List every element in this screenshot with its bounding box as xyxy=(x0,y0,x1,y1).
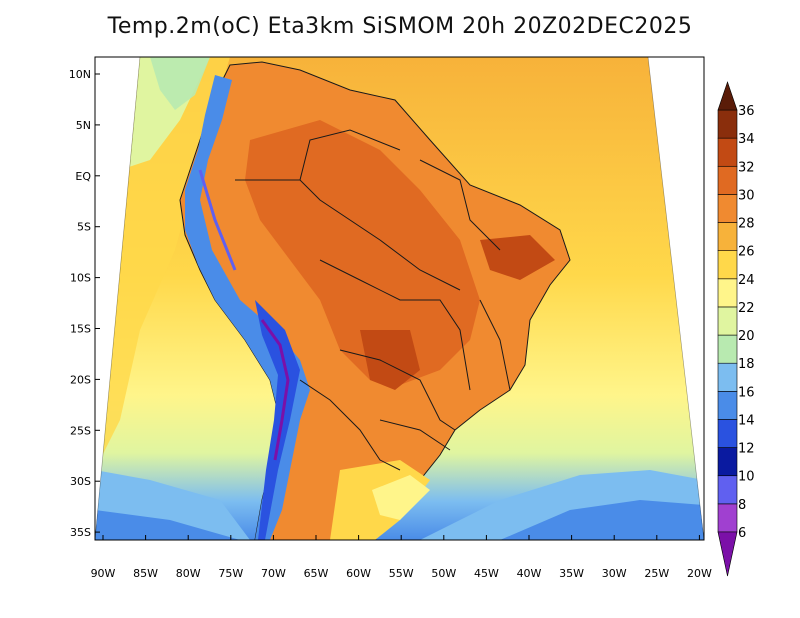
andes-north-ridge xyxy=(198,169,237,271)
south-atlantic-cold xyxy=(500,500,704,540)
lon-tick-label: 45W xyxy=(474,567,499,580)
colorbar-box xyxy=(717,391,738,420)
lat-tick-label: 10N xyxy=(69,68,91,81)
colorbar-label: 28 xyxy=(738,217,755,232)
lon-tick-label: 65W xyxy=(304,567,329,580)
lon-tick-label: 40W xyxy=(517,567,542,580)
lon-tick-label: 80W xyxy=(176,567,201,580)
colorbar-label: 30 xyxy=(738,188,755,203)
colorbar-label: 18 xyxy=(738,357,755,372)
colorbar-bottom-arrow xyxy=(717,531,738,577)
lon-tick-label: 50W xyxy=(431,567,456,580)
colorbar-label: 6 xyxy=(738,526,746,541)
lon-tick-label: 70W xyxy=(261,567,286,580)
colorbar-box xyxy=(717,137,738,167)
colorbar-label: 24 xyxy=(738,273,755,288)
colorbar-label: 32 xyxy=(738,160,755,175)
colorbar: 6 8 10 12 14 16 18 20 22 24 26 28 30 32 34 36 xyxy=(717,81,755,577)
colorbar-label: 36 xyxy=(738,104,755,119)
lat-tick-label: 10S xyxy=(70,272,91,285)
colorbar-box xyxy=(717,278,738,308)
pacific-cool-patch xyxy=(150,57,210,110)
lon-tick-label: 35W xyxy=(559,567,584,580)
lon-tick-label: 85W xyxy=(133,567,158,580)
northeast-hot-spot xyxy=(480,235,555,280)
colorbar-label: 26 xyxy=(738,245,755,260)
colorbar-top-arrow xyxy=(717,81,738,111)
map-domain xyxy=(95,57,704,540)
map-title: Temp.2m(oC) Eta3km SiSMOM 20h 20Z02DEC20… xyxy=(107,14,693,39)
lon-tick-label: 55W xyxy=(389,567,414,580)
colorbar-label: 14 xyxy=(738,413,755,428)
lat-tick-label: EQ xyxy=(75,170,91,183)
country-borders xyxy=(235,129,511,471)
colorbar-box xyxy=(717,194,738,223)
lon-tick-label: 20W xyxy=(687,567,712,580)
uruguay-mild xyxy=(372,475,430,520)
latitude-axis: 10N 5N EQ 5S 10S 15S 20S 25S 30S 35S xyxy=(69,68,100,539)
colorbar-box xyxy=(717,419,738,448)
colorbar-label: 22 xyxy=(738,301,755,316)
andes-peak-ridge xyxy=(260,319,290,461)
colorbar-box xyxy=(717,222,738,251)
colorbar-box xyxy=(717,109,738,139)
lat-tick-label: 5N xyxy=(76,119,91,132)
lat-tick-label: 20S xyxy=(70,373,91,386)
colorbar-box xyxy=(717,447,738,477)
lat-tick-label: 30S xyxy=(70,475,91,488)
lat-tick-label: 25S xyxy=(70,424,91,437)
lon-tick-label: 30W xyxy=(602,567,627,580)
lon-tick-label: 75W xyxy=(218,567,243,580)
longitude-axis: 90W 85W 80W 75W 70W 65W 60W 55W 50W 45W 40W 35W 30W 2… xyxy=(91,535,712,580)
colorbar-label: 20 xyxy=(738,329,755,344)
colorbar-label: 10 xyxy=(738,470,755,485)
lon-tick-label: 25W xyxy=(644,567,669,580)
colorbar-label: 34 xyxy=(738,132,755,147)
lat-tick-label: 5S xyxy=(77,221,91,234)
colorbar-label: 8 xyxy=(738,498,746,513)
colorbar-box xyxy=(717,306,738,336)
colorbar-box xyxy=(717,165,738,195)
colorbar-box xyxy=(717,250,738,280)
colorbar-box xyxy=(717,475,738,505)
colorbar-label: 12 xyxy=(738,442,755,457)
lat-tick-label: 15S xyxy=(70,323,91,336)
colorbar-box xyxy=(717,334,738,364)
colorbar-label: 16 xyxy=(738,385,755,400)
colorbar-box xyxy=(717,503,738,533)
south-pacific-cold xyxy=(95,510,240,540)
map-frame xyxy=(94,56,705,541)
andes-cold-band xyxy=(185,75,310,540)
andes-colder-band xyxy=(255,300,300,540)
lon-tick-label: 60W xyxy=(346,567,371,580)
lon-tick-label: 90W xyxy=(91,567,116,580)
lat-tick-label: 35S xyxy=(70,526,91,539)
pantanal-hot-spot xyxy=(360,330,420,390)
colorbar-box xyxy=(717,362,738,392)
amazon-hot-core xyxy=(245,120,480,385)
